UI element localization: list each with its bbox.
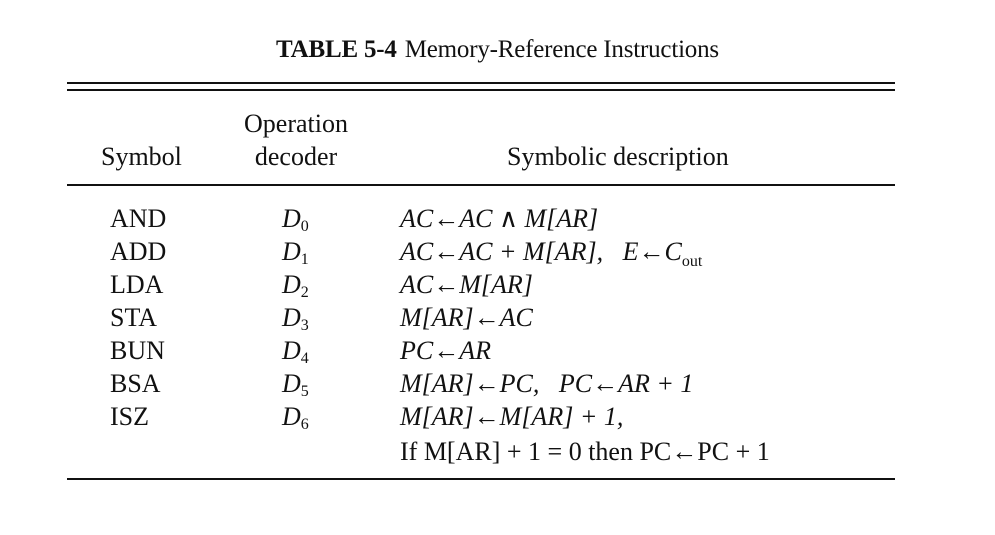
header-rule bbox=[67, 184, 895, 186]
row-description: M[AR]←PC, PC←AR + 1 bbox=[400, 369, 694, 398]
bottom-rule bbox=[67, 478, 895, 480]
row-symbol: BUN bbox=[110, 336, 165, 365]
row-symbol: LDA bbox=[110, 270, 164, 299]
table-number: TABLE 5-4 bbox=[276, 36, 397, 63]
header-operation-decoder: Operation decoder bbox=[237, 107, 355, 173]
table-caption: TABLE 5-4 Memory-Reference Instructions bbox=[0, 36, 995, 64]
header-operation-line1: Operation bbox=[244, 109, 348, 138]
row-description-continuation: If M[AR] + 1 = 0 then PC←PC + 1 bbox=[400, 437, 770, 466]
row-description: PC←AR bbox=[400, 336, 491, 365]
row-symbol: ISZ bbox=[110, 402, 149, 431]
top-rule bbox=[67, 82, 895, 84]
row-symbol: BSA bbox=[110, 369, 161, 398]
row-decoder: D0 bbox=[282, 204, 309, 235]
row-symbol: STA bbox=[110, 303, 158, 332]
header-operation-line2: decoder bbox=[254, 142, 338, 171]
row-decoder: D3 bbox=[282, 303, 309, 334]
row-description: AC←M[AR] bbox=[400, 270, 533, 299]
row-description: M[AR]←AC bbox=[400, 303, 533, 332]
row-decoder: D6 bbox=[282, 402, 309, 433]
header-symbolic-description: Symbolic description bbox=[507, 142, 729, 171]
row-decoder: D4 bbox=[282, 336, 309, 367]
row-symbol: AND bbox=[110, 204, 167, 233]
row-description: M[AR]←M[AR] + 1, bbox=[400, 402, 624, 431]
top-rule-second bbox=[67, 89, 895, 91]
row-symbol: ADD bbox=[110, 237, 167, 266]
row-description: AC←AC ∧ M[AR] bbox=[400, 204, 599, 233]
row-decoder: D5 bbox=[282, 369, 309, 400]
header-symbol: Symbol bbox=[101, 142, 182, 171]
row-decoder: D1 bbox=[282, 237, 309, 268]
table-title: Memory-Reference Instructions bbox=[404, 36, 719, 63]
row-decoder: D2 bbox=[282, 270, 309, 301]
row-description: AC←AC + M[AR], E←Cout bbox=[400, 237, 703, 271]
